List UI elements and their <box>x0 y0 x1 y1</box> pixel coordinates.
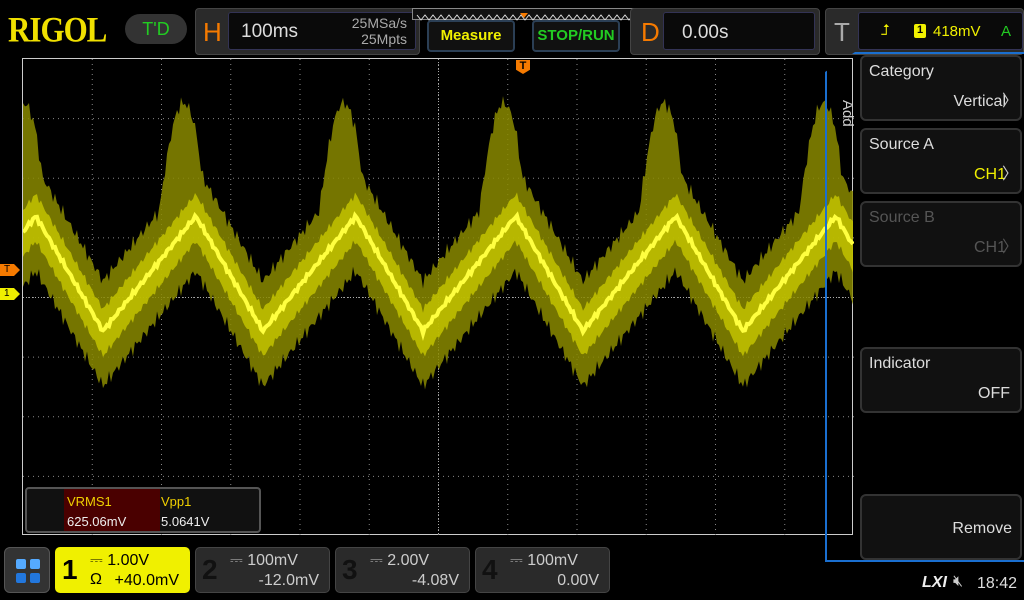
channel-number: 4 <box>482 554 498 585</box>
trigger-position-marker[interactable]: T <box>516 60 530 74</box>
chevron-right-icon: 〉 <box>1001 166 1018 183</box>
trigger-panel[interactable]: T ⮥ 1 418mV A <box>825 8 1024 55</box>
mode-indicator[interactable]: T'D <box>125 14 187 44</box>
waveform-trace <box>23 211 854 341</box>
impedance-icon: Ω <box>90 571 102 588</box>
channel-number: 1 <box>62 554 78 585</box>
channel-offset: 0.00V <box>557 572 599 589</box>
trigger-sweep: A <box>1001 23 1012 40</box>
channel-2-button[interactable]: 2 ⎓ 100mV -12.0mV <box>195 547 330 593</box>
menu-source-a[interactable]: Source A CH1 〉 <box>860 128 1022 194</box>
waveform-envelope <box>23 96 853 390</box>
rigol-logo: RIGOL <box>8 9 107 50</box>
dc-coupling-icon: ⎓ <box>90 552 108 569</box>
source-b-label: Source B <box>869 209 935 226</box>
memory-position-bar[interactable] <box>412 8 648 21</box>
delay-label: D <box>641 17 660 47</box>
scale-value: 2.00V <box>387 552 430 569</box>
app-menu-button[interactable] <box>4 547 50 593</box>
source-a-value: CH1 <box>973 166 1006 183</box>
scale-value: 100mV <box>527 552 578 569</box>
measure-value-vpp: 5.0641V <box>161 514 210 529</box>
source-a-label: Source A <box>869 136 934 153</box>
channel-offset: +40.0mV <box>114 572 179 589</box>
indicator-value: OFF <box>978 385 1010 402</box>
channel-scale: ⎓ 1.00V <box>90 552 149 570</box>
source-b-value: CH1 <box>973 239 1006 256</box>
channel-1-button[interactable]: 1 ⎓ 1.00V Ω +40.0mV <box>55 547 190 593</box>
speaker-muted-icon[interactable]: 🔇︎ <box>953 573 964 590</box>
timebase: 100ms <box>241 21 299 42</box>
memory-depth: 25Mpts <box>361 31 407 47</box>
menu-tab-add[interactable]: Add <box>839 100 856 127</box>
horizontal-panel[interactable]: H 100ms 25MSa/s 25Mpts <box>195 8 420 55</box>
menu-indicator[interactable]: Indicator OFF <box>860 347 1022 413</box>
trigger-label: T <box>834 17 850 47</box>
waveform-display[interactable] <box>22 58 854 536</box>
channel-offset: -4.08V <box>411 572 459 589</box>
chevron-right-icon: 〉 <box>1001 93 1018 110</box>
trigger-level-marker[interactable]: T <box>0 264 20 276</box>
remove-label: Remove <box>952 520 1012 537</box>
measure-name-vpp: Vpp1 <box>161 494 192 509</box>
measure-value-vrms: 625.06mV <box>67 514 127 529</box>
trigger-source: 1 <box>914 24 926 38</box>
dc-coupling-icon: ⎓ <box>370 552 388 569</box>
category-label: Category <box>869 63 934 80</box>
delay-panel[interactable]: D 0.00s <box>630 8 820 55</box>
delay-value: 0.00s <box>682 22 729 43</box>
scale-value: 100mV <box>247 552 298 569</box>
horizontal-label: H <box>203 17 222 47</box>
measure-name-vrms: VRMS1 <box>67 494 112 509</box>
clock: 18:42 <box>977 575 1018 592</box>
channel-number: 3 <box>342 554 358 585</box>
channel-3-button[interactable]: 3 ⎓ 2.00V -4.08V <box>335 547 470 593</box>
rising-edge-icon: ⮥ <box>881 22 890 39</box>
menu-source-b: Source B CH1 〉 <box>860 201 1022 267</box>
stop-run-button[interactable]: STOP/RUN <box>532 20 620 52</box>
dc-coupling-icon: ⎓ <box>510 552 528 569</box>
channel-scale: ⎓ 100mV <box>510 552 578 570</box>
channel-scale: ⎓ 2.00V <box>370 552 429 570</box>
channel-4-button[interactable]: 4 ⎓ 100mV 0.00V <box>475 547 610 593</box>
waveform-core <box>23 192 853 358</box>
menu-remove[interactable]: Remove <box>860 494 1022 560</box>
lxi-logo: LXI <box>922 574 947 591</box>
channel-offset: -12.0mV <box>258 572 319 589</box>
indicator-label: Indicator <box>869 355 931 372</box>
trigger-level: 418mV <box>933 23 981 40</box>
ch1-offset-marker[interactable]: 1 <box>0 288 20 300</box>
grid-icon <box>16 559 40 583</box>
measure-button[interactable]: Measure <box>427 20 515 52</box>
category-value: Vertical <box>953 93 1006 110</box>
sample-rate: 25MSa/s <box>351 15 407 31</box>
dc-coupling-icon: ⎓ <box>230 552 248 569</box>
channel-number: 2 <box>202 554 218 585</box>
menu-category[interactable]: Category Vertical 〉 <box>860 55 1022 121</box>
chevron-right-icon: 〉 <box>1001 239 1018 256</box>
scale-value: 1.00V <box>107 552 150 569</box>
channel-scale: ⎓ 100mV <box>230 552 298 570</box>
measurement-results: VRMS1 625.06mV Vpp1 5.0641V <box>25 487 261 533</box>
menu-panel <box>825 52 1024 562</box>
